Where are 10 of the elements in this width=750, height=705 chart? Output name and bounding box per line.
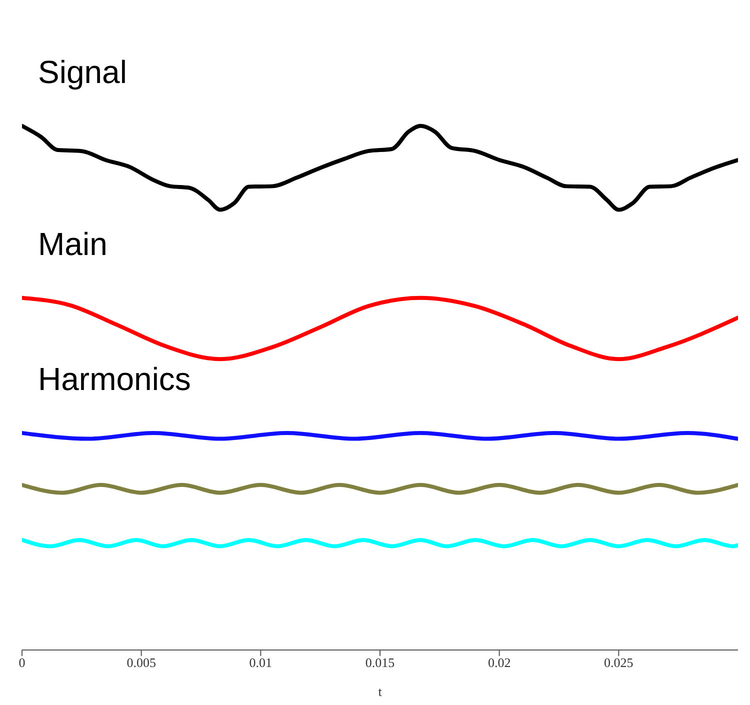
- x-tick-label: 0: [18, 655, 26, 670]
- x-tick-label: 0.015: [365, 655, 395, 670]
- annotation: Main: [38, 226, 108, 263]
- x-axis-title: t: [378, 684, 382, 699]
- annotation: Harmonics: [38, 361, 191, 398]
- x-tick-label: 0.02: [488, 655, 511, 670]
- x-tick-label: 0.01: [249, 655, 272, 670]
- x-tick-label: 0.005: [126, 655, 156, 670]
- text: Signal: [38, 54, 127, 91]
- x-tick-label: 0.025: [604, 655, 634, 670]
